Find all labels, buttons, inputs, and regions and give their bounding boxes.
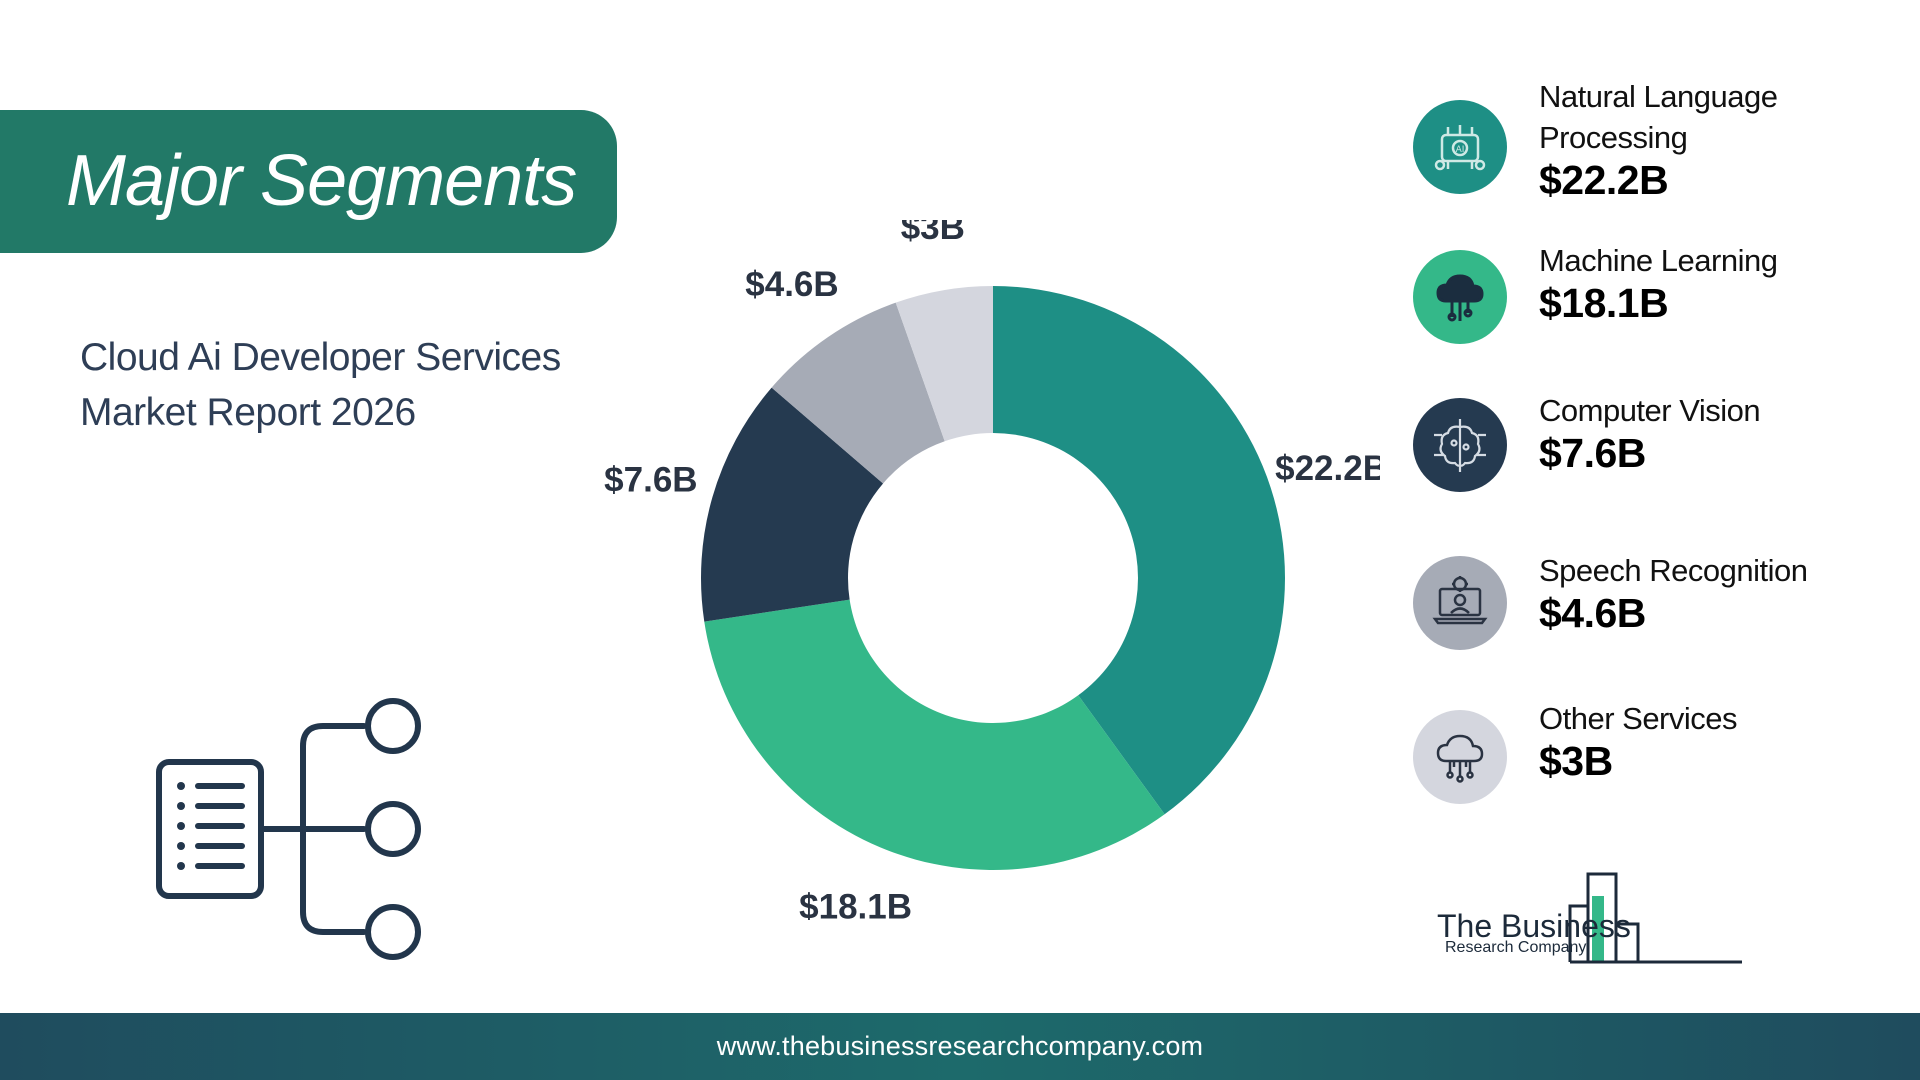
page-title: Major Segments [66,141,577,221]
subtitle-line-1: Cloud Ai Developer Services [80,336,561,379]
legend-value: $22.2B [1539,157,1669,203]
legend-text-machine-learning: Machine Learning $18.1B [1539,240,1839,325]
legend-text-other-services: Other Services $3B [1539,698,1839,783]
legend-text-computer-vision: Computer Vision $7.6B [1539,390,1839,475]
laptop-gear-icon [1413,556,1507,650]
title-banner: Major Segments [0,110,617,253]
slice-natural-language-processing-label: $22.2B [1275,449,1380,488]
slice-other-services-label: $3B [901,220,965,247]
svg-text:AI: AI [1456,145,1465,155]
legend-name: Speech Recognition [1539,553,1808,588]
legend-value: $18.1B [1539,280,1669,326]
logo-name: The Business [1437,908,1631,944]
legend-name: Machine Learning [1539,243,1778,278]
segments-hierarchy-icon [156,698,421,960]
subtitle-line-2: Market Report 2026 [80,391,416,434]
slice-machine-learning [704,599,1165,870]
cloud-circuit-icon [1413,710,1507,804]
legend-text-speech-recognition: Speech Recognition $4.6B [1539,550,1839,635]
slice-speech-recognition-label: $4.6B [745,265,838,304]
legend-name: Other Services [1539,701,1738,736]
legend-name: Computer Vision [1539,393,1761,428]
slice-other-services [895,286,993,442]
slice-computer-vision-label: $7.6B [604,461,697,500]
slice-natural-language-processing [993,286,1285,815]
legend-value: $7.6B [1539,430,1646,476]
slice-machine-learning-label: $18.1B [799,887,912,920]
legend-value: $3B [1539,738,1613,784]
footer-bar: www.thebusinessresearchcompany.com [0,1013,1920,1080]
logo-buildings-icon [1568,872,1742,964]
slice-speech-recognition [771,302,945,484]
legend-name: Natural Language Processing [1539,79,1778,155]
slice-computer-vision [701,387,884,622]
brain-circuit-icon [1413,398,1507,492]
company-logo: The Business Research Company [1430,870,1750,970]
segments-donut-chart: $22.2B $18.1B $7.6B $4.6B $3B [604,220,1380,920]
footer-website-link[interactable]: www.thebusinessresearchcompany.com [716,1031,1204,1061]
nlp-chip-icon: AI [1413,100,1507,194]
cloud-network-icon [1413,250,1507,344]
legend-value: $4.6B [1539,590,1646,636]
logo-subtitle: Research Company [1445,939,1587,956]
legend-text-nlp: Natural Language Processing $22.2B [1539,76,1839,202]
report-subtitle: Cloud Ai Developer Services Market Repor… [80,330,600,440]
